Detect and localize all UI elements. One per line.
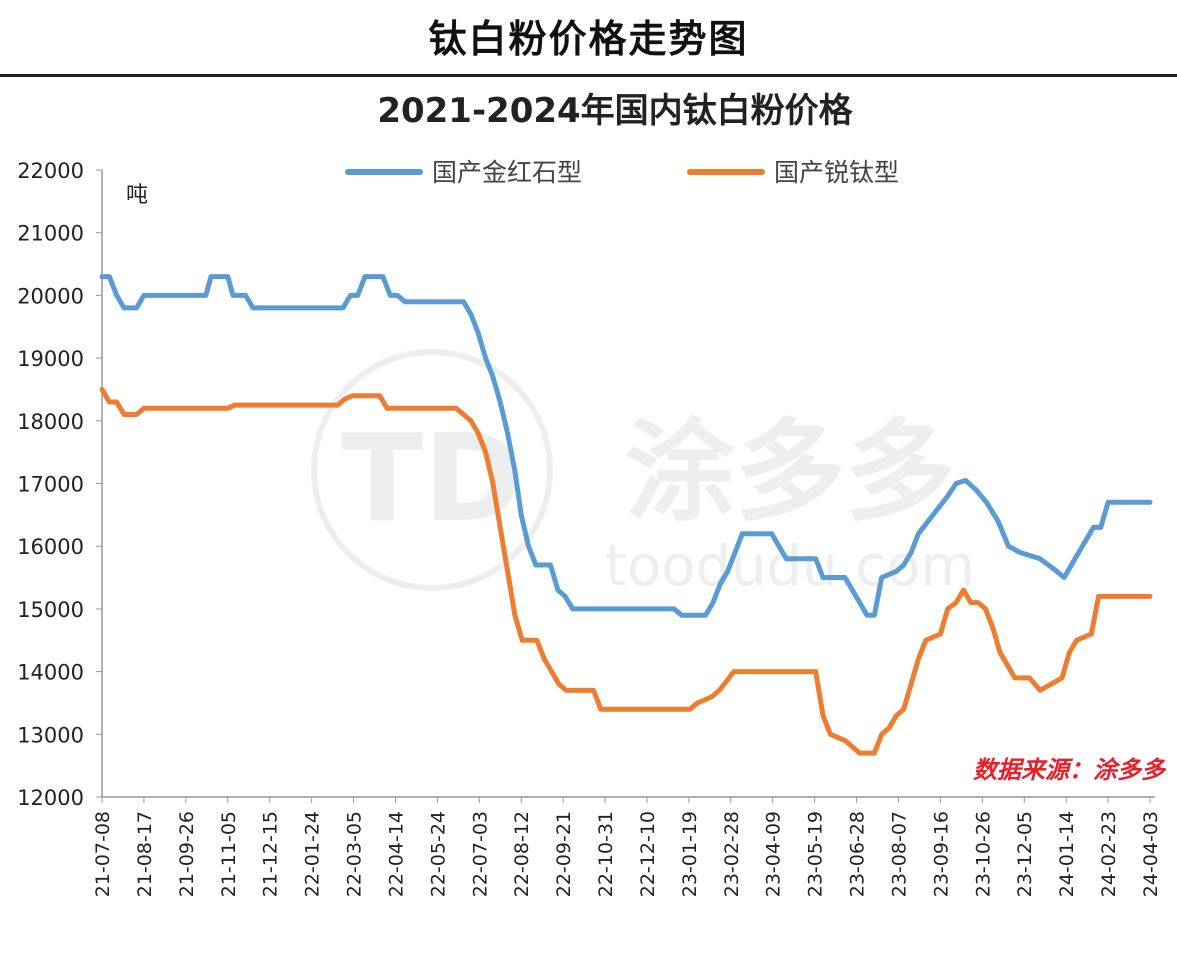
watermark-text: toodudu.com [605, 534, 975, 599]
x-tick-label: 21-07-08 [92, 811, 114, 897]
x-tick-label: 22-08-12 [511, 811, 533, 897]
x-tick-label: 23-12-05 [1014, 811, 1036, 897]
svg-text:涂多多: 涂多多 [625, 408, 955, 536]
x-tick-label: 24-02-23 [1098, 811, 1120, 897]
x-tick-label: 23-04-09 [763, 811, 785, 897]
x-tick-label: 23-02-28 [721, 811, 743, 897]
y-axis-ticks: 12000 13000 14000 15000 16000 17000 18000 19000… [17, 159, 102, 810]
x-tick-label: 22-07-03 [469, 811, 491, 897]
x-tick-label: 22-10-31 [595, 811, 617, 897]
x-tick-label: 21-08-17 [134, 811, 156, 897]
legend-label-rutile: 国产金红石型 [432, 158, 582, 187]
x-tick-label: 21-09-26 [176, 811, 198, 897]
x-tick-label: 22-03-05 [344, 811, 366, 897]
legend-label-anatase: 国产锐钛型 [774, 158, 899, 187]
x-tick-label: 21-12-15 [260, 811, 282, 897]
y-tick-label: 14000 [17, 661, 84, 685]
x-tick-label: 22-05-24 [427, 811, 449, 897]
chart-title: 2021-2024年国内钛白粉价格 [377, 91, 853, 131]
y-tick-label: 13000 [17, 723, 84, 747]
x-tick-label: 23-10-26 [972, 811, 994, 897]
x-tick-label: 23-09-16 [930, 811, 952, 897]
header-divider [0, 74, 1177, 77]
x-axis-ticks: 21-07-08 21-08-17 21-09-26 21-11-05 21-12-15… [92, 797, 1162, 897]
y-tick-label: 15000 [17, 598, 84, 622]
y-tick-label: 17000 [17, 473, 84, 497]
legend: 国产金红石型 国产锐钛型 [345, 158, 899, 187]
y-axis-unit: 吨 [126, 183, 148, 208]
series-line-rutile [99, 274, 1153, 618]
y-tick-label: 16000 [17, 535, 84, 559]
x-tick-label: 24-04-03 [1140, 811, 1162, 897]
x-tick-label: 23-05-19 [805, 811, 827, 897]
x-tick-label: 22-12-10 [637, 811, 659, 897]
x-tick-label: 22-09-21 [553, 811, 575, 897]
svg-text:TD: TD [341, 410, 522, 549]
x-tick-label: 23-01-19 [679, 811, 701, 897]
x-tick-label: 23-08-07 [888, 811, 910, 897]
y-tick-label: 21000 [17, 222, 84, 246]
y-tick-label: 19000 [17, 347, 84, 371]
y-tick-label: 12000 [17, 786, 84, 810]
y-tick-label: 22000 [17, 159, 84, 183]
y-tick-label: 20000 [17, 284, 84, 308]
source-note: 数据来源：涂多多 [973, 756, 1167, 784]
page-header-title: 钛白粉价格走势图 [428, 17, 749, 61]
series-lines [99, 274, 1153, 756]
x-tick-label: 23-06-28 [847, 811, 869, 897]
y-tick-label: 18000 [17, 410, 84, 434]
x-tick-label: 24-01-14 [1056, 811, 1078, 897]
series-line-anatase [99, 386, 1153, 756]
x-tick-label: 21-11-05 [218, 811, 240, 897]
x-tick-label: 22-04-14 [385, 811, 407, 897]
x-tick-label: 22-01-24 [302, 811, 324, 897]
watermark-logo: TD 涂多多 toodudu.com [311, 349, 975, 599]
